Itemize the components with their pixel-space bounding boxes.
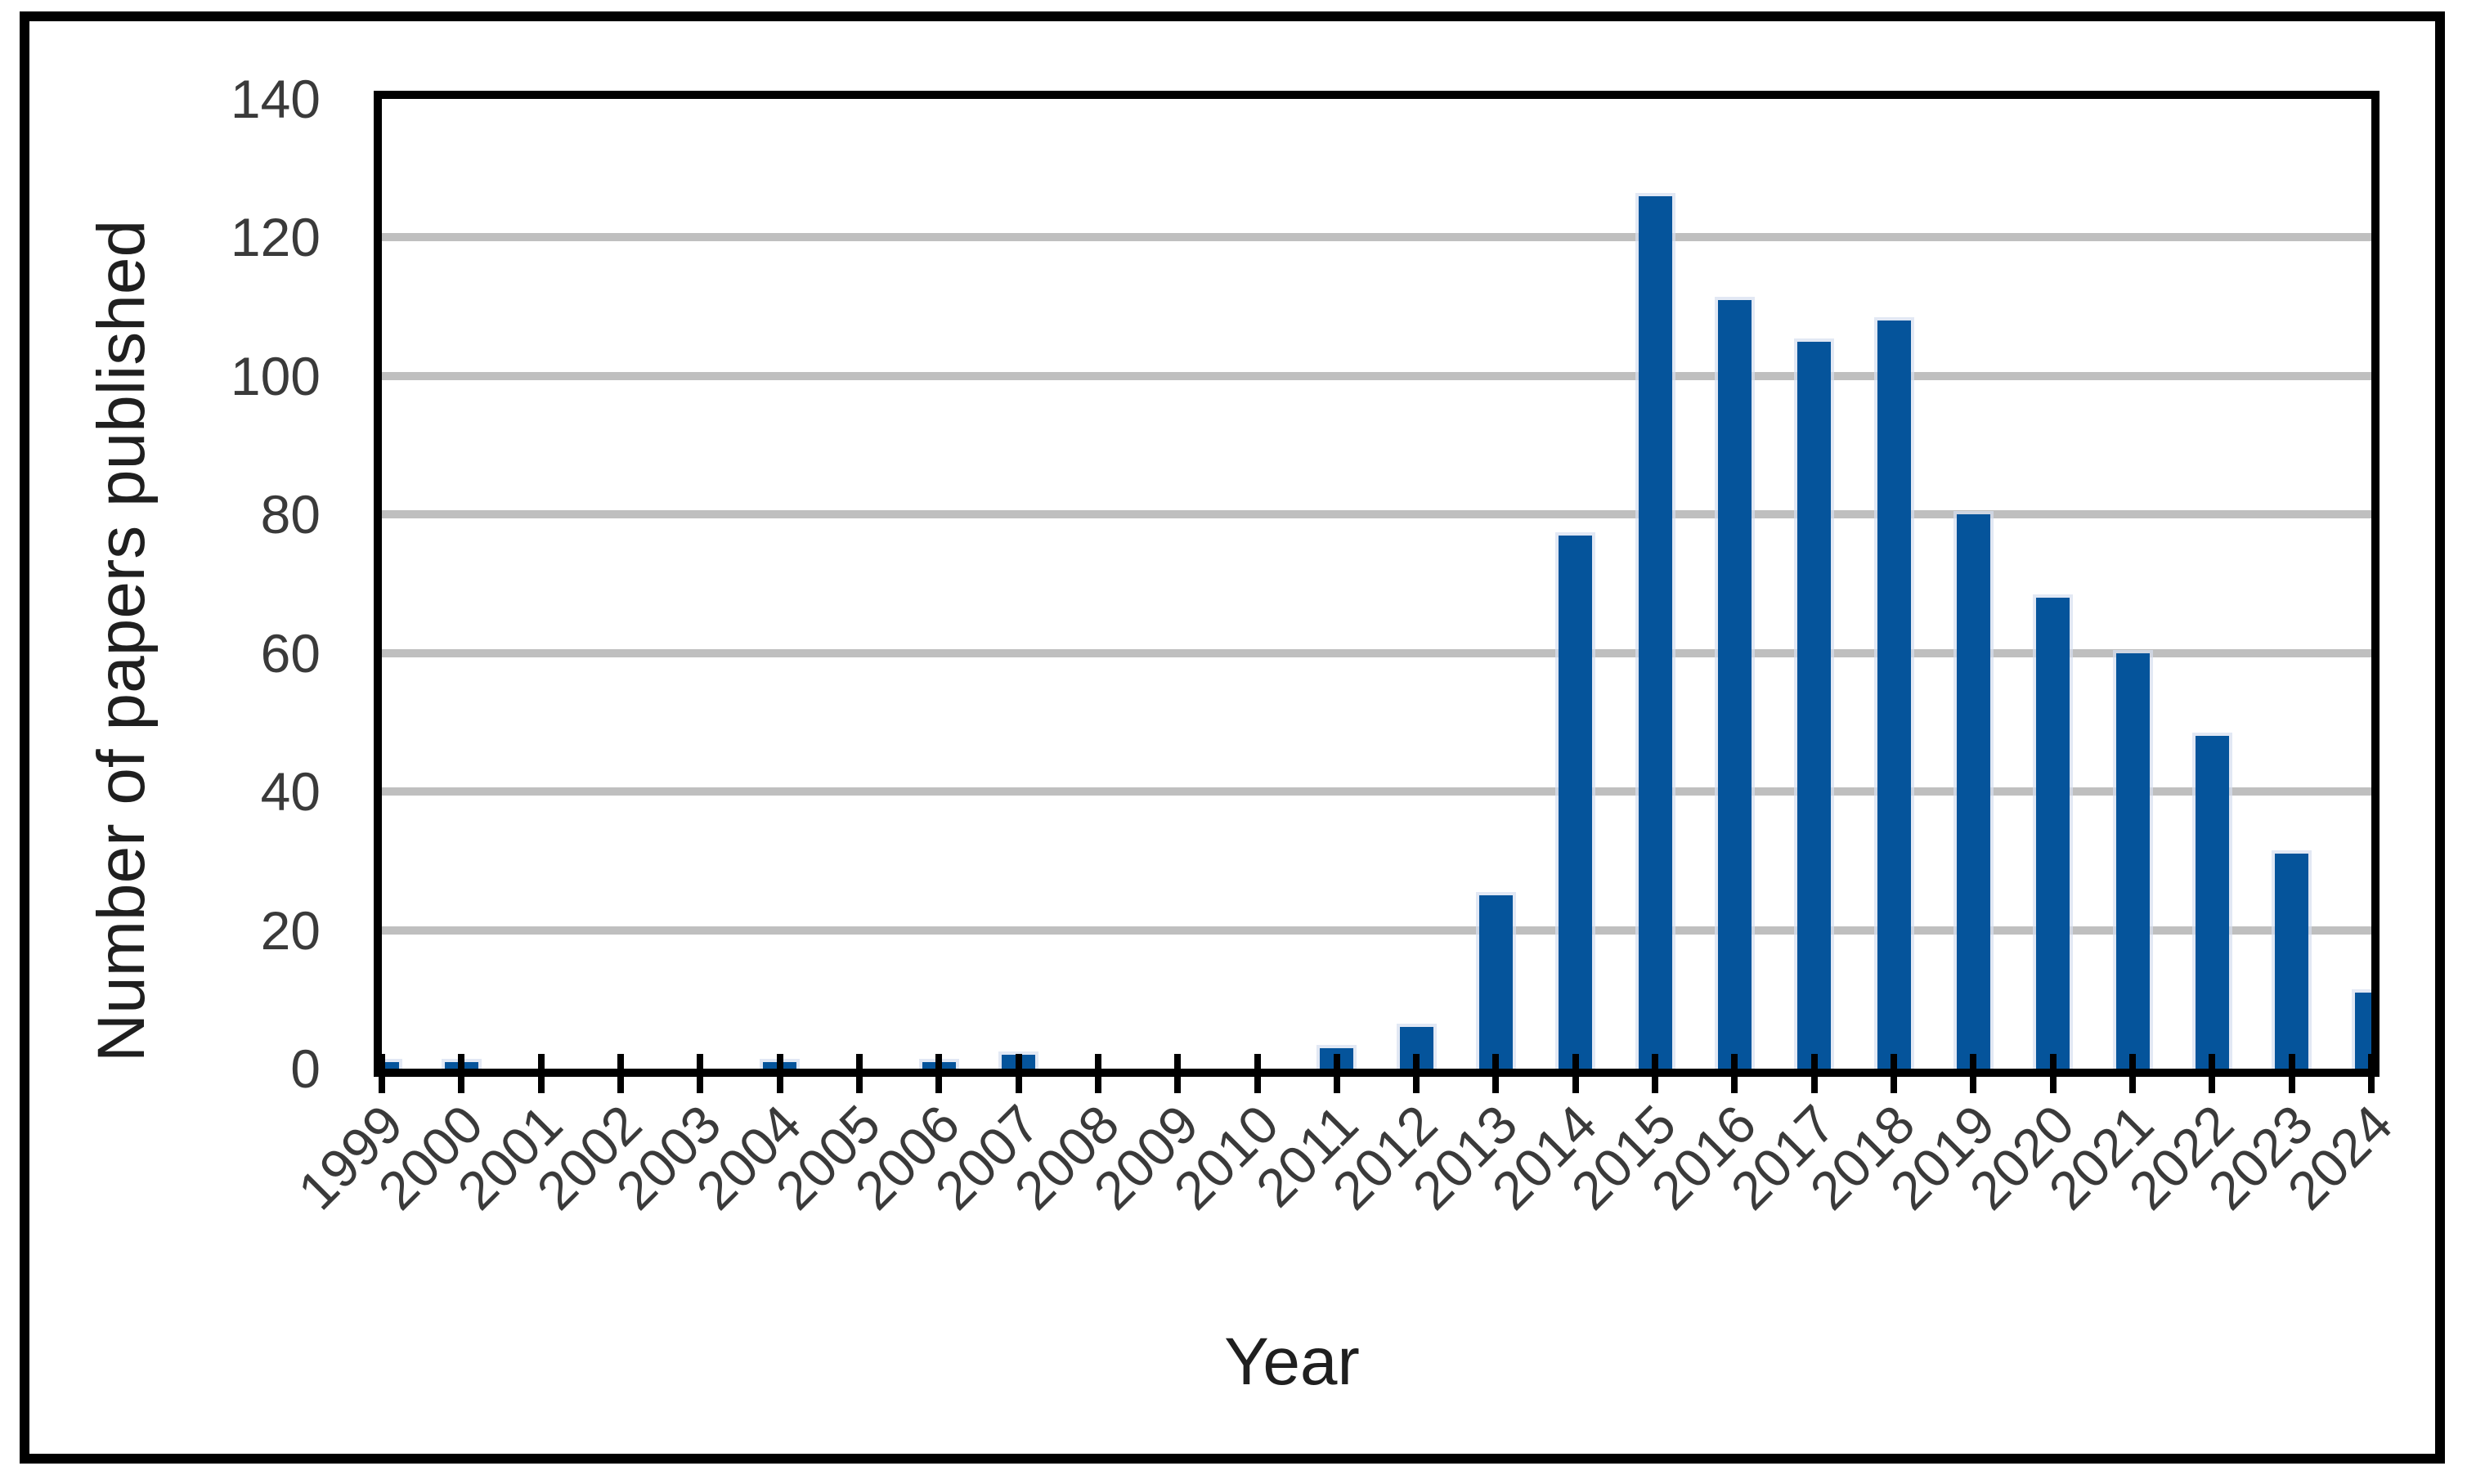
gridline-60 [382, 648, 2371, 657]
plot-area [382, 99, 2371, 1069]
bar-2022 [2195, 736, 2229, 1069]
x-tick-2014 [1572, 1054, 1579, 1093]
x-tick-2023 [2288, 1054, 2295, 1093]
y-tick-label-20: 20 [260, 899, 321, 961]
gridline-100 [382, 371, 2371, 380]
x-tick-1999 [379, 1054, 385, 1093]
x-tick-2013 [1492, 1054, 1500, 1093]
x-tick-2005 [855, 1054, 863, 1093]
x-tick-2016 [1731, 1054, 1738, 1093]
y-tick-label-60: 60 [260, 622, 321, 684]
y-tick-label-0: 0 [290, 1038, 321, 1099]
x-tick-2017 [1810, 1054, 1818, 1093]
x-tick-2022 [2209, 1054, 2216, 1093]
bar-2013 [1478, 895, 1513, 1069]
x-tick-2011 [1333, 1054, 1340, 1093]
y-tick-label-140: 140 [230, 69, 321, 129]
x-tick-2020 [2049, 1054, 2057, 1093]
gridline-40 [382, 787, 2371, 796]
bar-2021 [2115, 652, 2150, 1069]
x-tick-2004 [776, 1054, 783, 1093]
x-tick-2001 [537, 1054, 545, 1093]
x-tick-2012 [1413, 1054, 1420, 1093]
bar-2016 [1717, 299, 1752, 1069]
bar-2020 [2036, 597, 2070, 1069]
x-tick-2003 [697, 1054, 704, 1093]
gridline-120 [382, 233, 2371, 242]
bar-2023 [2275, 854, 2309, 1069]
bar-2019 [1956, 514, 1990, 1069]
figure-border [20, 11, 2445, 1464]
y-tick-label-120: 120 [230, 207, 321, 268]
x-tick-2000 [458, 1054, 465, 1093]
bar-2017 [1797, 341, 1832, 1069]
x-axis-title: Year [1224, 1325, 1360, 1399]
gridline-20 [382, 926, 2371, 935]
x-tick-2015 [1652, 1054, 1659, 1093]
x-tick-2002 [617, 1054, 624, 1093]
bar-1999 [382, 1061, 399, 1069]
y-tick-label-40: 40 [260, 761, 321, 823]
x-tick-2009 [1174, 1054, 1182, 1093]
y-tick-label-80: 80 [260, 484, 321, 545]
y-axis-title: Number of papers published [84, 219, 159, 1063]
bar-2014 [1559, 535, 1593, 1069]
x-tick-2010 [1254, 1054, 1261, 1093]
x-tick-2024 [2368, 1054, 2375, 1093]
x-tick-2019 [1970, 1054, 1977, 1093]
y-tick-label-100: 100 [230, 345, 321, 406]
x-tick-2008 [1094, 1054, 1101, 1093]
bar-2018 [1877, 321, 1911, 1069]
x-tick-2018 [1891, 1054, 1898, 1093]
gridline-80 [382, 510, 2371, 519]
x-tick-2007 [1015, 1054, 1022, 1093]
bar-2015 [1638, 195, 1672, 1069]
x-tick-2021 [2129, 1054, 2137, 1093]
x-tick-2006 [935, 1054, 943, 1093]
bar-2024 [2354, 992, 2371, 1069]
